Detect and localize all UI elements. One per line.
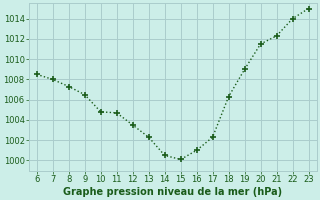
X-axis label: Graphe pression niveau de la mer (hPa): Graphe pression niveau de la mer (hPa) — [63, 187, 282, 197]
